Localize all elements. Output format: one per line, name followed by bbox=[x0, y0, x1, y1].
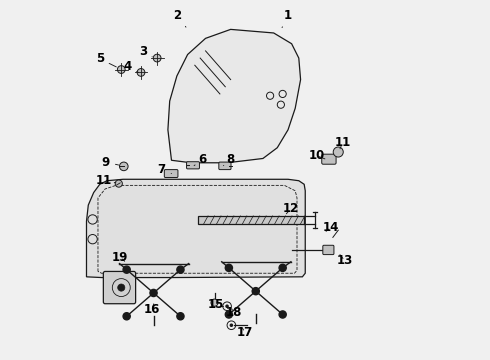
Circle shape bbox=[279, 311, 286, 318]
Circle shape bbox=[333, 147, 343, 157]
Text: 3: 3 bbox=[139, 45, 152, 58]
Text: 12: 12 bbox=[283, 202, 299, 215]
Text: 17: 17 bbox=[237, 326, 253, 339]
Polygon shape bbox=[87, 179, 305, 278]
Text: 16: 16 bbox=[144, 303, 160, 316]
Circle shape bbox=[153, 54, 161, 62]
Circle shape bbox=[279, 264, 286, 271]
Circle shape bbox=[137, 68, 145, 76]
Text: 8: 8 bbox=[223, 153, 235, 166]
FancyBboxPatch shape bbox=[164, 170, 178, 177]
Circle shape bbox=[123, 313, 130, 320]
FancyBboxPatch shape bbox=[103, 271, 136, 304]
Polygon shape bbox=[168, 30, 300, 163]
Text: 11: 11 bbox=[334, 136, 351, 149]
Circle shape bbox=[211, 299, 218, 306]
Text: 5: 5 bbox=[96, 52, 116, 67]
Circle shape bbox=[118, 66, 125, 73]
Text: 2: 2 bbox=[173, 9, 186, 27]
Text: 4: 4 bbox=[123, 60, 139, 73]
Text: 18: 18 bbox=[225, 306, 242, 319]
Circle shape bbox=[225, 305, 229, 308]
FancyBboxPatch shape bbox=[187, 162, 199, 169]
Text: 15: 15 bbox=[207, 298, 224, 311]
Text: 1: 1 bbox=[282, 9, 292, 28]
Circle shape bbox=[123, 266, 130, 273]
Circle shape bbox=[118, 284, 125, 291]
Circle shape bbox=[115, 180, 122, 187]
Circle shape bbox=[150, 289, 157, 297]
Circle shape bbox=[225, 311, 232, 318]
FancyBboxPatch shape bbox=[219, 162, 231, 170]
Circle shape bbox=[230, 323, 233, 327]
Text: 6: 6 bbox=[194, 153, 206, 166]
Text: 7: 7 bbox=[158, 163, 172, 176]
Text: 19: 19 bbox=[112, 251, 128, 264]
Circle shape bbox=[177, 313, 184, 320]
Text: 9: 9 bbox=[102, 156, 119, 168]
Bar bbox=[198, 216, 304, 224]
Circle shape bbox=[225, 264, 232, 271]
FancyBboxPatch shape bbox=[323, 245, 334, 255]
Circle shape bbox=[177, 266, 184, 273]
Text: 13: 13 bbox=[337, 254, 353, 267]
Circle shape bbox=[252, 288, 259, 295]
FancyBboxPatch shape bbox=[322, 154, 336, 164]
Text: 10: 10 bbox=[309, 149, 325, 162]
Text: 11: 11 bbox=[95, 174, 116, 186]
Text: 14: 14 bbox=[323, 221, 339, 234]
Circle shape bbox=[120, 162, 128, 171]
